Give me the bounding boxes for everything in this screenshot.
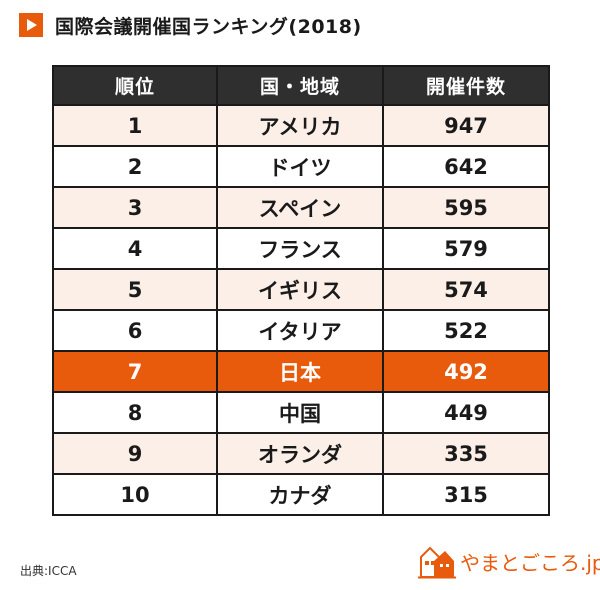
table-row: 1 アメリカ 947: [52, 104, 550, 147]
table-row: 9 オランダ 335: [52, 432, 550, 475]
rank-cell: 3: [52, 186, 218, 229]
country-cell: イギリス: [216, 268, 384, 311]
count-cell: 522: [382, 309, 550, 352]
rank-cell: 10: [52, 473, 218, 516]
country-cell: ドイツ: [216, 145, 384, 188]
country-cell: イタリア: [216, 309, 384, 352]
source-note: 出典:ICCA: [20, 564, 77, 578]
ranking-table: 順位 国・地域 開催件数 1 アメリカ 947 2 ドイツ 642 3 スペイン…: [52, 65, 550, 516]
rank-cell: 4: [52, 227, 218, 270]
count-cell: 492: [382, 350, 550, 393]
rank-cell: 7: [52, 350, 218, 393]
count-cell: 579: [382, 227, 550, 270]
brand-logo: やまとごころ.jp: [418, 543, 600, 579]
table-row: 4 フランス 579: [52, 227, 550, 270]
header-rank: 順位: [52, 65, 218, 106]
table-row: 3 スペイン 595: [52, 186, 550, 229]
table-row: 5 イギリス 574: [52, 268, 550, 311]
page-title: 国際会議開催国ランキング(2018): [55, 15, 362, 38]
rank-cell: 8: [52, 391, 218, 434]
rank-cell: 9: [52, 432, 218, 475]
table-header-row: 順位 国・地域 開催件数: [52, 65, 550, 106]
rank-cell: 6: [52, 309, 218, 352]
rank-cell: 1: [52, 104, 218, 147]
country-cell: スペイン: [216, 186, 384, 229]
table-row-highlighted: 7 日本 492: [52, 350, 550, 393]
header-count: 開催件数: [382, 65, 550, 106]
table-row: 8 中国 449: [52, 391, 550, 434]
table-row: 10 カナダ 315: [52, 473, 550, 516]
play-triangle-icon: [19, 13, 43, 37]
count-cell: 642: [382, 145, 550, 188]
count-cell: 315: [382, 473, 550, 516]
count-cell: 595: [382, 186, 550, 229]
count-cell: 947: [382, 104, 550, 147]
country-cell: フランス: [216, 227, 384, 270]
count-cell: 574: [382, 268, 550, 311]
country-cell: アメリカ: [216, 104, 384, 147]
brand-name: やまとごころ.jp: [460, 550, 600, 575]
country-cell: 中国: [216, 391, 384, 434]
count-cell: 449: [382, 391, 550, 434]
country-cell: 日本: [216, 350, 384, 393]
title-bar: 国際会議開催国ランキング(2018): [19, 12, 362, 38]
rank-cell: 2: [52, 145, 218, 188]
rank-cell: 5: [52, 268, 218, 311]
house-mountain-logo-icon: [418, 546, 456, 579]
table-row: 6 イタリア 522: [52, 309, 550, 352]
country-cell: オランダ: [216, 432, 384, 475]
header-country: 国・地域: [216, 65, 384, 106]
country-cell: カナダ: [216, 473, 384, 516]
table-row: 2 ドイツ 642: [52, 145, 550, 188]
count-cell: 335: [382, 432, 550, 475]
